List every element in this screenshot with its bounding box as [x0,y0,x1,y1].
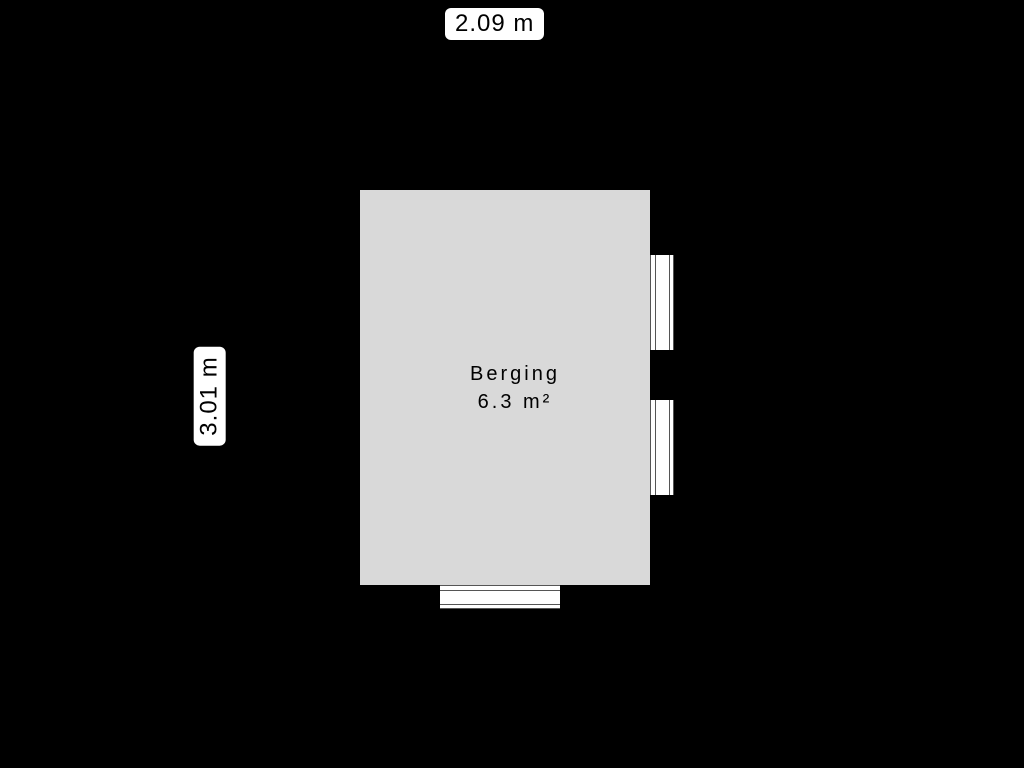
door-right-top-lines [650,255,674,350]
dimension-height-text: 3.01 m [196,356,223,435]
door-bottom-lines [440,585,560,609]
dimension-width-label: 2.09 m [445,8,544,40]
room-label: Berging 6.3 m² [430,360,600,416]
room-name-text: Berging [430,360,600,388]
dimension-width-text: 2.09 m [455,10,534,37]
dimension-height-label: 3.01 m [194,346,226,445]
door-right-bottom-lines [650,400,674,495]
room-area-text: 6.3 m² [430,388,600,416]
